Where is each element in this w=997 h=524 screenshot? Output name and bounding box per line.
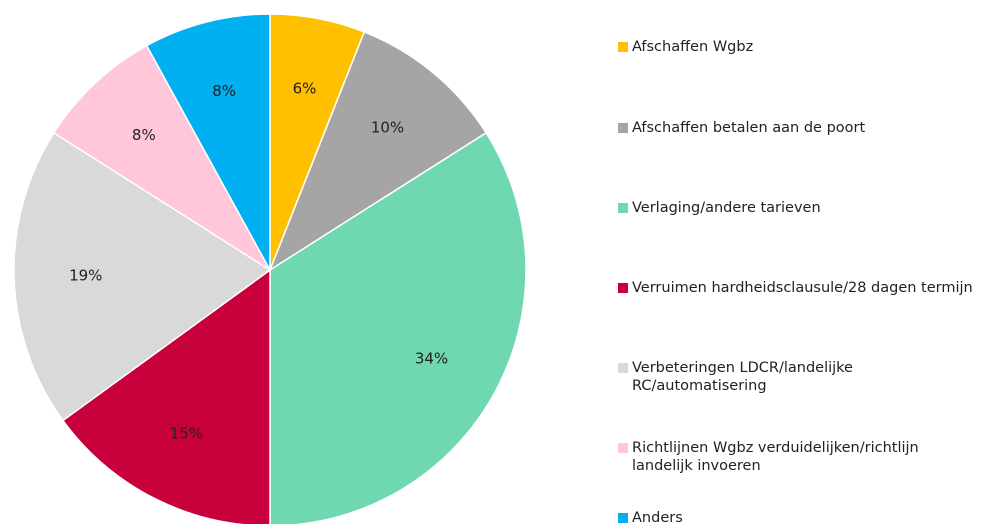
legend-item: Verruimen hardheidsclausule/28 dagen ter…: [618, 279, 978, 297]
legend-swatch: [618, 513, 628, 523]
pie-chart: 6% 10% 34% 15% 19% 8% 8%: [13, 13, 527, 524]
data-label: 15%: [170, 425, 203, 443]
legend-item: Verbeteringen LDCR/landelijke RC/automat…: [618, 359, 978, 395]
pie-slice: [61, 268, 271, 524]
legend-swatch: [618, 203, 628, 213]
data-label: 8%: [132, 126, 156, 144]
pie-slice: [268, 31, 488, 272]
legend-label: Verbeteringen LDCR/landelijke RC/automat…: [632, 360, 853, 394]
pie-slice: [145, 13, 271, 271]
legend-item: Richtlijnen Wgbz verduidelijken/richtlij…: [618, 439, 978, 475]
legend-item: Verlaging/andere tarieven: [618, 199, 978, 217]
data-label: 10%: [371, 118, 404, 136]
legend-swatch: [618, 363, 628, 373]
data-label: 8%: [212, 82, 236, 100]
data-label: 19%: [69, 266, 102, 284]
legend-label: Anders: [632, 510, 683, 524]
legend-label: Richtlijnen Wgbz verduidelijken/richtlij…: [632, 440, 919, 474]
legend-label: Afschaffen betalen aan de poort: [632, 120, 866, 136]
legend-item: Afschaffen Wgbz: [618, 38, 978, 56]
legend-item: Anders: [618, 509, 978, 524]
legend-swatch: [618, 283, 628, 293]
pie-slice: [52, 44, 271, 271]
pie-slice: [13, 131, 272, 422]
legend-label: Verlaging/andere tarieven: [632, 200, 821, 216]
data-label: 6%: [293, 79, 317, 97]
legend-swatch: [618, 123, 628, 133]
legend-label: Afschaffen Wgbz: [632, 39, 754, 55]
legend-swatch: [618, 42, 628, 52]
legend-label: Verruimen hardheidsclausule/28 dagen ter…: [632, 280, 973, 296]
legend-item: Afschaffen betalen aan de poort: [618, 119, 978, 137]
pie-slice: [269, 131, 527, 524]
legend-swatch: [618, 443, 628, 453]
data-label: 34%: [415, 349, 448, 367]
